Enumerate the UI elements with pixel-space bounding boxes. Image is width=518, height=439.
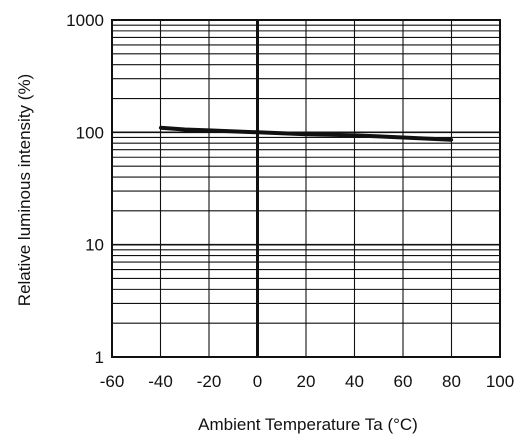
- x-tick-label: 40: [345, 372, 364, 391]
- tick-labels: -60 -40 -20 0 20 40 60 80 100 1 10 100 1000: [66, 11, 514, 391]
- y-tick-label: 1: [95, 348, 104, 367]
- data-point: [231, 129, 235, 133]
- data-point: [255, 130, 260, 134]
- series-layer: [158, 125, 454, 142]
- x-tick-label: -40: [148, 372, 173, 391]
- data-point: [183, 127, 187, 132]
- x-tick-label: 0: [253, 372, 262, 391]
- data-point: [425, 137, 429, 141]
- x-tick-label: -60: [100, 372, 125, 391]
- data-point: [280, 131, 284, 135]
- y-axis-label: Relative luminous intensity (%): [15, 74, 34, 306]
- data-point: [158, 126, 163, 130]
- x-tick-label: 60: [394, 372, 413, 391]
- plot-frame: [111, 19, 501, 358]
- x-axis-label: Ambient Temperature Ta (°C): [198, 415, 418, 434]
- y-tick-label: 1000: [66, 11, 104, 30]
- data-point: [449, 138, 454, 142]
- data-point: [328, 133, 332, 137]
- data-point: [377, 134, 381, 138]
- data-point: [207, 128, 211, 132]
- grid: [111, 19, 501, 358]
- x-tick-label: 100: [486, 372, 514, 391]
- data-point: [304, 132, 308, 136]
- y-tick-label: 10: [85, 236, 104, 255]
- data-point: [352, 133, 357, 137]
- x-tick-label: -20: [197, 372, 222, 391]
- x-tick-label: 20: [297, 372, 316, 391]
- y-tick-label: 100: [76, 123, 104, 142]
- data-point: [401, 135, 405, 140]
- x-tick-label: 80: [442, 372, 461, 391]
